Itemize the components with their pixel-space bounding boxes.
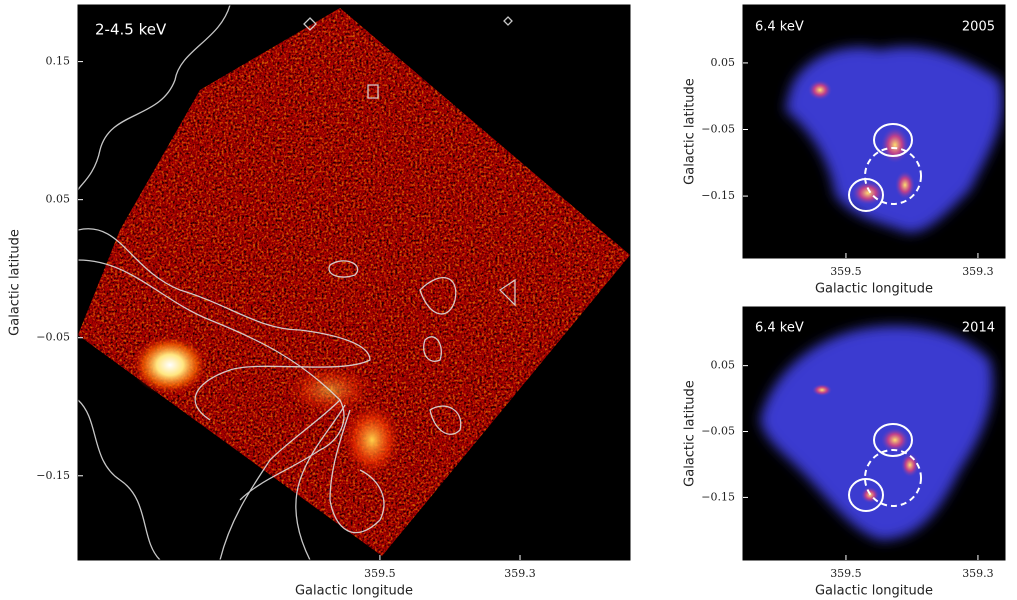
y-tick-label: −0.05	[701, 425, 735, 438]
x-tick-label: 359.5	[830, 567, 862, 580]
y-tick-label: −0.15	[701, 490, 735, 503]
x-axis-label: Galactic longitude	[815, 584, 933, 599]
x-axis-label: Galactic longitude	[295, 584, 413, 599]
year-label: 2014	[962, 321, 995, 336]
y-tick-label: 0.05	[46, 193, 71, 206]
energy-label: 2-4.5 keV	[95, 21, 167, 39]
x-tick-label: 359.3	[962, 265, 994, 278]
figure: 2-4.5 keV 6.4 keV 2005 6.4 keV 2014 359.…	[0, 0, 1017, 600]
x-tick-label: 359.3	[962, 567, 994, 580]
y-tick-label: 0.05	[711, 359, 736, 372]
y-tick-label: −0.15	[36, 469, 70, 482]
xray-image	[78, 5, 630, 560]
energy-label: 6.4 keV	[755, 321, 804, 336]
y-tick-label: −0.15	[701, 189, 735, 202]
x-tick-label: 359.5	[830, 265, 862, 278]
x-axis-label: Galactic longitude	[815, 282, 933, 297]
year-label: 2005	[962, 20, 995, 35]
y-tick-label: −0.05	[36, 331, 70, 344]
y-axis-label: Galactic latitude	[683, 78, 698, 185]
y-tick-label: 0.15	[46, 55, 71, 68]
iron-line-image	[743, 5, 1005, 258]
y-axis-label: Galactic latitude	[8, 229, 23, 336]
energy-label: 6.4 keV	[755, 20, 804, 35]
iron-line-image	[743, 307, 1005, 560]
y-axis-label: Galactic latitude	[683, 380, 698, 487]
y-tick-label: 0.05	[711, 56, 736, 69]
y-tick-label: −0.05	[701, 123, 735, 136]
x-tick-label: 359.3	[504, 567, 536, 580]
x-tick-label: 359.5	[364, 567, 396, 580]
